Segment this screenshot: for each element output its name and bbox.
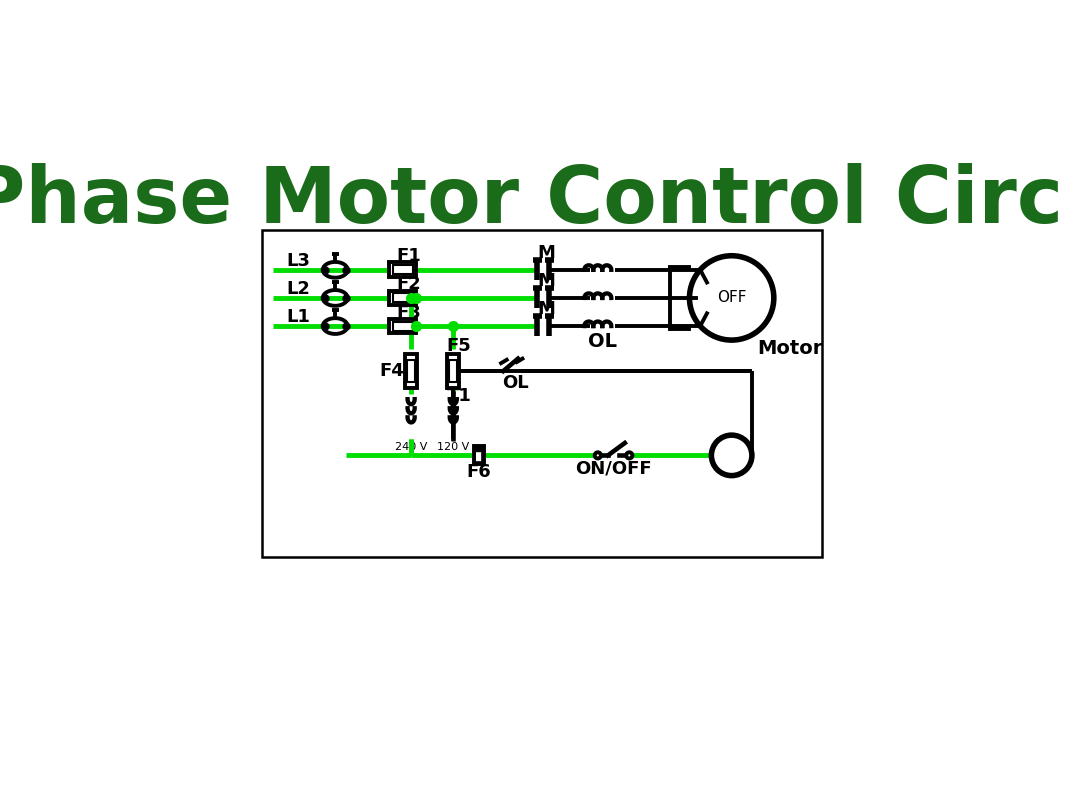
Circle shape (711, 435, 752, 476)
Text: F3: F3 (396, 304, 421, 321)
Text: 3 Phase Motor Control Circuit: 3 Phase Motor Control Circuit (0, 163, 1068, 239)
Text: M: M (537, 300, 555, 318)
Bar (393, 265, 413, 274)
Text: ON/OFF: ON/OFF (576, 460, 651, 478)
Circle shape (626, 453, 632, 458)
Text: L1: L1 (286, 308, 311, 326)
Text: Motor: Motor (757, 339, 822, 358)
Bar (473, 446, 484, 465)
Bar (389, 263, 417, 277)
Text: OFF: OFF (717, 291, 747, 305)
Text: F6: F6 (467, 463, 491, 481)
Text: OL: OL (587, 332, 617, 352)
Text: M: M (537, 244, 555, 262)
Text: T1: T1 (446, 387, 471, 405)
Text: F2: F2 (396, 276, 421, 293)
Bar (262, 231, 821, 557)
Text: F4: F4 (379, 362, 405, 380)
Bar (474, 446, 483, 451)
Bar (475, 449, 482, 461)
Text: F1: F1 (396, 248, 421, 265)
Text: 120 V: 120 V (437, 442, 470, 452)
Text: OL: OL (502, 374, 529, 392)
Text: M: M (537, 272, 555, 290)
Text: M: M (721, 445, 742, 465)
Circle shape (595, 453, 601, 458)
Bar (393, 321, 413, 331)
Bar (447, 354, 459, 388)
Bar (389, 291, 417, 305)
Bar (393, 293, 413, 303)
Bar (407, 360, 415, 382)
Text: L2: L2 (286, 280, 311, 298)
Text: L3: L3 (286, 252, 311, 270)
Bar (450, 360, 457, 382)
Bar (389, 319, 417, 333)
Text: F5: F5 (446, 337, 471, 356)
Text: 240 V: 240 V (395, 442, 427, 452)
Bar (405, 354, 418, 388)
